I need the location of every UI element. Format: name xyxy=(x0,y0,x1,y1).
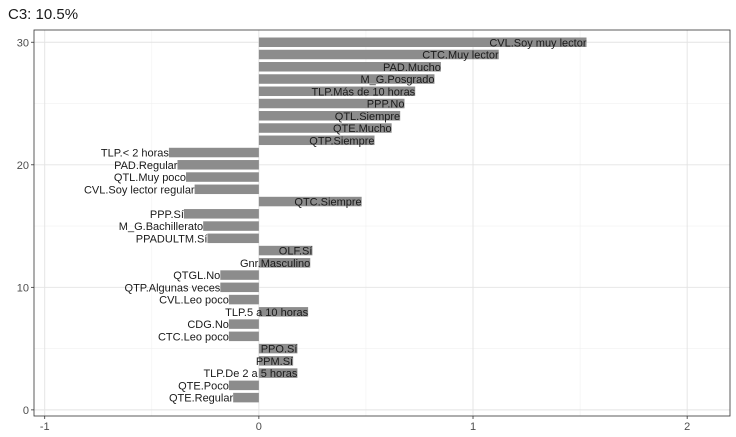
bar-label: PPO.Sí xyxy=(261,344,298,356)
bar xyxy=(258,86,416,97)
bar-label: QTC.Siempre xyxy=(294,197,361,209)
y-tick-label: 0 xyxy=(23,405,29,417)
bar xyxy=(177,160,259,170)
bar xyxy=(186,172,259,182)
bar xyxy=(233,392,259,403)
bar-label: OLF.Sí xyxy=(279,246,313,258)
bar-label: TLP.< 2 horas xyxy=(101,148,169,160)
bar xyxy=(194,184,259,195)
x-tick-label: 0 xyxy=(256,421,262,433)
bar-label: QTP.Siempre xyxy=(309,135,374,147)
bar xyxy=(258,343,298,354)
bar-label: CVL.Leo poco xyxy=(159,295,229,307)
bar-label: TLP.De 2 a 5 horas xyxy=(203,368,297,380)
bar xyxy=(258,37,587,48)
y-tick-label: 30 xyxy=(17,37,29,49)
bar-label: QTL.Muy poco xyxy=(114,172,186,184)
bar-label: CDG.No xyxy=(187,319,229,331)
bar-label: CTC.Muy lector xyxy=(422,50,499,62)
bar xyxy=(220,282,259,293)
chart-title: C3: 10.5% xyxy=(8,6,79,23)
bar-label: PPM.Sí xyxy=(256,356,293,368)
x-tick-label: -1 xyxy=(40,421,50,433)
bar xyxy=(258,123,392,133)
bar-label: PPADULTM.Sí xyxy=(136,233,208,245)
bar-label: PPP.Sí xyxy=(150,209,184,221)
bar-label: Gnr.Masculino xyxy=(240,258,310,270)
bar xyxy=(228,331,259,342)
bar xyxy=(258,245,313,256)
bar-label: QTE.Mucho xyxy=(333,123,392,135)
bar-label: CVL.Soy muy lector xyxy=(489,37,587,49)
bar xyxy=(203,221,259,231)
bar xyxy=(228,380,259,391)
bar xyxy=(258,111,401,121)
bar-label: QTL.Siempre xyxy=(335,111,400,123)
bar-label: CVL.Soy lector regular xyxy=(84,184,195,196)
x-tick-label: 1 xyxy=(470,421,476,433)
bar xyxy=(258,49,499,60)
bar xyxy=(258,135,375,146)
panel-border xyxy=(33,29,731,417)
bar-label: M_G.Bachillerato xyxy=(119,221,203,233)
bar xyxy=(168,147,259,158)
bar xyxy=(258,258,311,268)
bar xyxy=(258,196,362,207)
bar xyxy=(220,270,259,280)
bar xyxy=(258,62,441,72)
bar-label: TLP.5 a 10 horas xyxy=(225,307,308,319)
bar xyxy=(258,356,294,366)
y-tick-label: 20 xyxy=(17,160,29,172)
bar xyxy=(258,307,309,317)
bar-label: QTE.Regular xyxy=(169,393,234,405)
bar-label: QTGL.No xyxy=(173,270,220,282)
bar-label: M_G.Posgrado xyxy=(360,74,434,86)
bar-label: CTC.Leo poco xyxy=(158,331,229,343)
x-tick-label: 2 xyxy=(684,421,690,433)
bar-label: PAD.Regular xyxy=(114,160,178,172)
bar xyxy=(258,98,405,109)
bar-label: QTE.Poco xyxy=(178,380,229,392)
bar xyxy=(228,294,259,305)
bar-label: PAD.Mucho xyxy=(383,62,441,74)
bar xyxy=(228,319,259,329)
y-tick-label: 10 xyxy=(17,282,29,294)
bar-label: PPP.No xyxy=(367,99,405,111)
bar xyxy=(207,233,259,244)
bar xyxy=(258,74,435,84)
bar xyxy=(258,368,298,378)
bar-label: TLP.Más de 10 horas xyxy=(311,86,415,98)
bar-label: QTP.Algunas veces xyxy=(125,282,221,294)
bar xyxy=(183,209,259,219)
